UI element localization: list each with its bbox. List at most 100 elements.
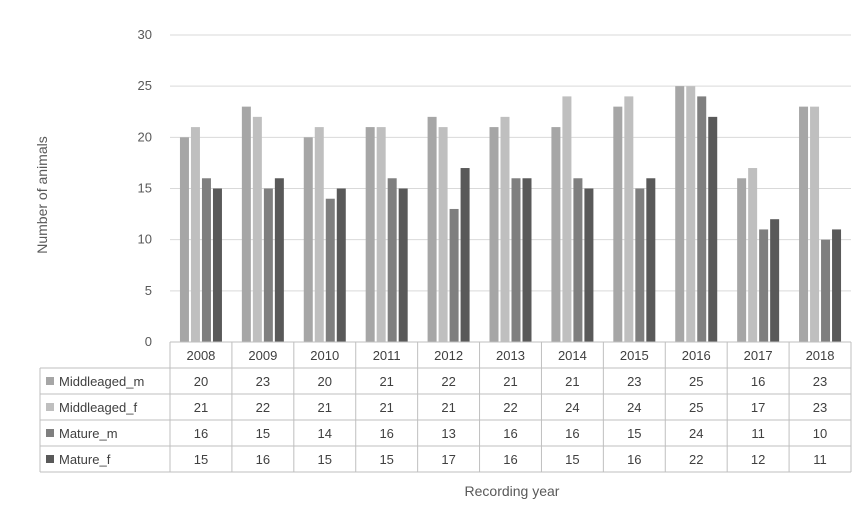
bar-middleaged-f-2010: [314, 127, 324, 342]
bar-mature-f-2010: [336, 188, 346, 342]
legend-label: Middleaged_m: [59, 374, 144, 389]
bar-middleaged-m-2017: [737, 178, 747, 342]
y-tick-labels: 0 5 10 15 20 25 30: [138, 27, 152, 349]
bar-middleaged-f-2009: [252, 116, 262, 342]
table-cell: 20: [318, 374, 332, 389]
table-cell: 15: [379, 452, 393, 467]
table-cell: 21: [503, 374, 517, 389]
data-table: 2008 2009 2010 2011 2012 2013 2014 2015 2016 2017…: [39, 341, 852, 473]
table-cell: 21: [379, 400, 393, 415]
table-cell: 16: [503, 452, 517, 467]
bar-mature-m-2008: [201, 178, 211, 342]
y-tick-label: 20: [138, 129, 152, 144]
bar-middleaged-m-2013: [489, 127, 499, 342]
table-cell: 24: [627, 400, 641, 415]
table-cell: 11: [813, 452, 827, 467]
table-cell: 16: [565, 426, 579, 441]
bar-mature-f-2013: [522, 178, 532, 342]
bar-middleaged-m-2015: [613, 106, 623, 342]
bar-middleaged-m-2016: [675, 86, 685, 343]
legend-swatch: [46, 403, 54, 411]
y-tick-label: 0: [145, 334, 152, 349]
table-cell: 14: [318, 426, 332, 441]
x-tick-label: 2015: [620, 348, 649, 363]
bar-middleaged-f-2012: [438, 127, 448, 342]
table-cell: 22: [256, 400, 270, 415]
bar-mature-m-2013: [511, 178, 521, 342]
bar-middleaged-m-2018: [799, 106, 809, 342]
bar-middleaged-f-2015: [624, 96, 634, 343]
table-cell: 13: [441, 426, 455, 441]
y-tick-label: 25: [138, 78, 152, 93]
bar-middleaged-f-2017: [748, 168, 758, 342]
legend-swatch: [46, 429, 54, 437]
bar-mature-f-2017: [770, 219, 780, 342]
y-tick-label: 5: [145, 283, 152, 298]
bar-mature-f-2018: [832, 229, 842, 342]
bar-middleaged-m-2011: [365, 127, 375, 342]
table-cell: 16: [627, 452, 641, 467]
bar-mature-m-2017: [759, 229, 769, 342]
table-cell: 25: [689, 400, 703, 415]
table-cell: 16: [503, 426, 517, 441]
x-tick-label: 2013: [496, 348, 525, 363]
bar-mature-f-2016: [708, 116, 718, 342]
bar-middleaged-m-2009: [241, 106, 251, 342]
bar-mature-m-2009: [263, 188, 273, 342]
table-cell: 17: [441, 452, 455, 467]
table-cell: 15: [318, 452, 332, 467]
legend-swatch: [46, 377, 54, 385]
bar-middleaged-f-2008: [190, 127, 200, 342]
table-cell: 15: [256, 426, 270, 441]
bar-mature-m-2015: [635, 188, 645, 342]
table-cell: 15: [194, 452, 208, 467]
bar-middleaged-f-2018: [810, 106, 820, 342]
bar-mature-f-2015: [646, 178, 656, 342]
table-cell: 11: [751, 426, 765, 441]
bar-mature-f-2008: [212, 188, 222, 342]
bar-middleaged-f-2016: [686, 86, 696, 343]
bar-mature-m-2011: [387, 178, 397, 342]
table-cell: 23: [813, 400, 827, 415]
x-tick-label: 2011: [373, 348, 401, 363]
table-cell: 17: [751, 400, 765, 415]
table-cell: 12: [751, 452, 765, 467]
x-tick-label: 2017: [744, 348, 773, 363]
table-cell: 24: [565, 400, 579, 415]
y-tick-label: 15: [138, 181, 152, 196]
x-axis-title: Recording year: [465, 483, 560, 499]
table-cell: 22: [503, 400, 517, 415]
y-axis-title: Number of animals: [34, 136, 50, 254]
legend-label: Middleaged_f: [59, 400, 137, 415]
bar-middleaged-m-2012: [427, 116, 437, 342]
table-cell: 22: [689, 452, 703, 467]
bar-mature-f-2014: [584, 188, 594, 342]
x-tick-label: 2018: [806, 348, 835, 363]
bar-middleaged-f-2011: [376, 127, 386, 342]
bar-mature-f-2011: [398, 188, 408, 342]
legend-swatch: [46, 455, 54, 463]
legend-label: Mature_f: [59, 452, 111, 467]
table-cell: 20: [194, 374, 208, 389]
bar-middleaged-m-2014: [551, 127, 561, 342]
bar-mature-m-2016: [697, 96, 707, 343]
x-tick-label: 2009: [248, 348, 277, 363]
table-cell: 21: [441, 400, 455, 415]
table-cell: 10: [813, 426, 827, 441]
x-tick-label: 2008: [186, 348, 215, 363]
table-cell: 23: [627, 374, 641, 389]
table-cell: 16: [379, 426, 393, 441]
y-tick-label: 10: [138, 232, 152, 247]
table-cell: 21: [318, 400, 332, 415]
bar-middleaged-m-2010: [303, 137, 313, 342]
table-cell: 24: [689, 426, 703, 441]
bar-mature-m-2014: [573, 178, 583, 342]
table-cell: 25: [689, 374, 703, 389]
table-cell: 21: [565, 374, 579, 389]
bar-mature-m-2010: [325, 198, 335, 342]
table-cell: 21: [379, 374, 393, 389]
table-cell: 15: [627, 426, 641, 441]
bar-middleaged-m-2008: [179, 137, 189, 342]
